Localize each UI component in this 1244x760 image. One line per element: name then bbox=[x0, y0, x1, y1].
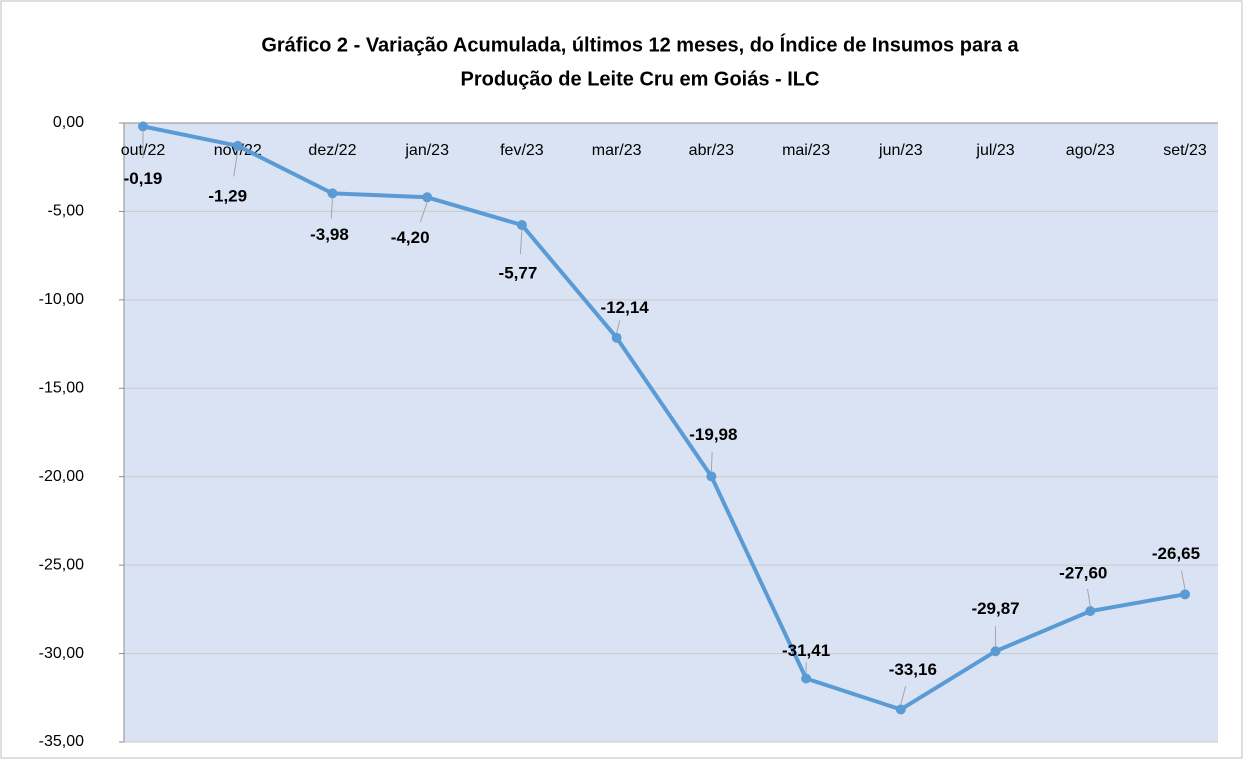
y-tick-label: -35,00 bbox=[39, 733, 84, 750]
data-point bbox=[232, 140, 243, 151]
data-label: -26,65 bbox=[1152, 544, 1200, 563]
x-tick-label: set/23 bbox=[1163, 142, 1207, 159]
y-tick-label: 0,00 bbox=[53, 114, 84, 131]
data-point bbox=[801, 673, 812, 684]
data-point bbox=[895, 704, 906, 715]
data-point bbox=[990, 646, 1001, 657]
data-label: -0,19 bbox=[124, 169, 163, 188]
leader-line bbox=[519, 230, 523, 255]
leader-line bbox=[616, 320, 621, 333]
y-tick-label: -10,00 bbox=[39, 291, 84, 308]
x-tick-label: fev/23 bbox=[500, 142, 544, 159]
data-label: -29,87 bbox=[971, 599, 1019, 618]
data-point bbox=[138, 121, 148, 132]
plot-area bbox=[124, 123, 1218, 742]
chart-title: Produção de Leite Cru em Goiás - ILC bbox=[461, 68, 820, 90]
data-label: -1,29 bbox=[208, 186, 247, 205]
data-point bbox=[1180, 589, 1190, 600]
y-tick-label: -30,00 bbox=[39, 645, 84, 662]
x-tick-label: jan/23 bbox=[404, 142, 449, 159]
x-tick-label: jul/23 bbox=[975, 142, 1014, 159]
data-point bbox=[422, 192, 433, 203]
leader-line bbox=[419, 202, 428, 223]
x-tick-label: ago/23 bbox=[1066, 142, 1115, 159]
x-tick-label: jun/23 bbox=[878, 142, 923, 159]
leader-line bbox=[710, 451, 713, 472]
y-tick-label: -5,00 bbox=[48, 203, 85, 220]
data-label: -33,16 bbox=[889, 660, 937, 679]
data-label: -31,41 bbox=[782, 641, 830, 660]
leader-line bbox=[900, 685, 907, 705]
y-tick-label: -15,00 bbox=[39, 380, 84, 397]
chart-title: Gráfico 2 - Variação Acumulada, últimos … bbox=[261, 33, 1019, 56]
data-point bbox=[1085, 606, 1096, 617]
series-line bbox=[142, 124, 1186, 712]
x-tick-label: mai/23 bbox=[782, 142, 830, 159]
leader-line bbox=[233, 150, 239, 177]
data-point bbox=[516, 220, 527, 231]
data-label: -27,60 bbox=[1059, 564, 1107, 583]
data-label: -3,98 bbox=[310, 225, 349, 244]
y-tick-label: -20,00 bbox=[39, 468, 84, 485]
x-tick-label: abr/23 bbox=[689, 142, 734, 159]
y-tick-label: -25,00 bbox=[39, 556, 84, 573]
data-label: -4,20 bbox=[391, 228, 430, 247]
data-point bbox=[706, 471, 717, 482]
data-point bbox=[327, 188, 338, 199]
leader-line bbox=[1180, 570, 1186, 590]
data-label: -12,14 bbox=[601, 298, 650, 317]
data-label: -5,77 bbox=[499, 264, 538, 283]
data-label: -19,98 bbox=[689, 425, 737, 444]
leader-line bbox=[330, 198, 333, 219]
x-tick-label: mar/23 bbox=[592, 142, 642, 159]
leader-line bbox=[1086, 588, 1091, 607]
data-point bbox=[611, 332, 622, 343]
x-tick-label: dez/22 bbox=[308, 142, 356, 159]
